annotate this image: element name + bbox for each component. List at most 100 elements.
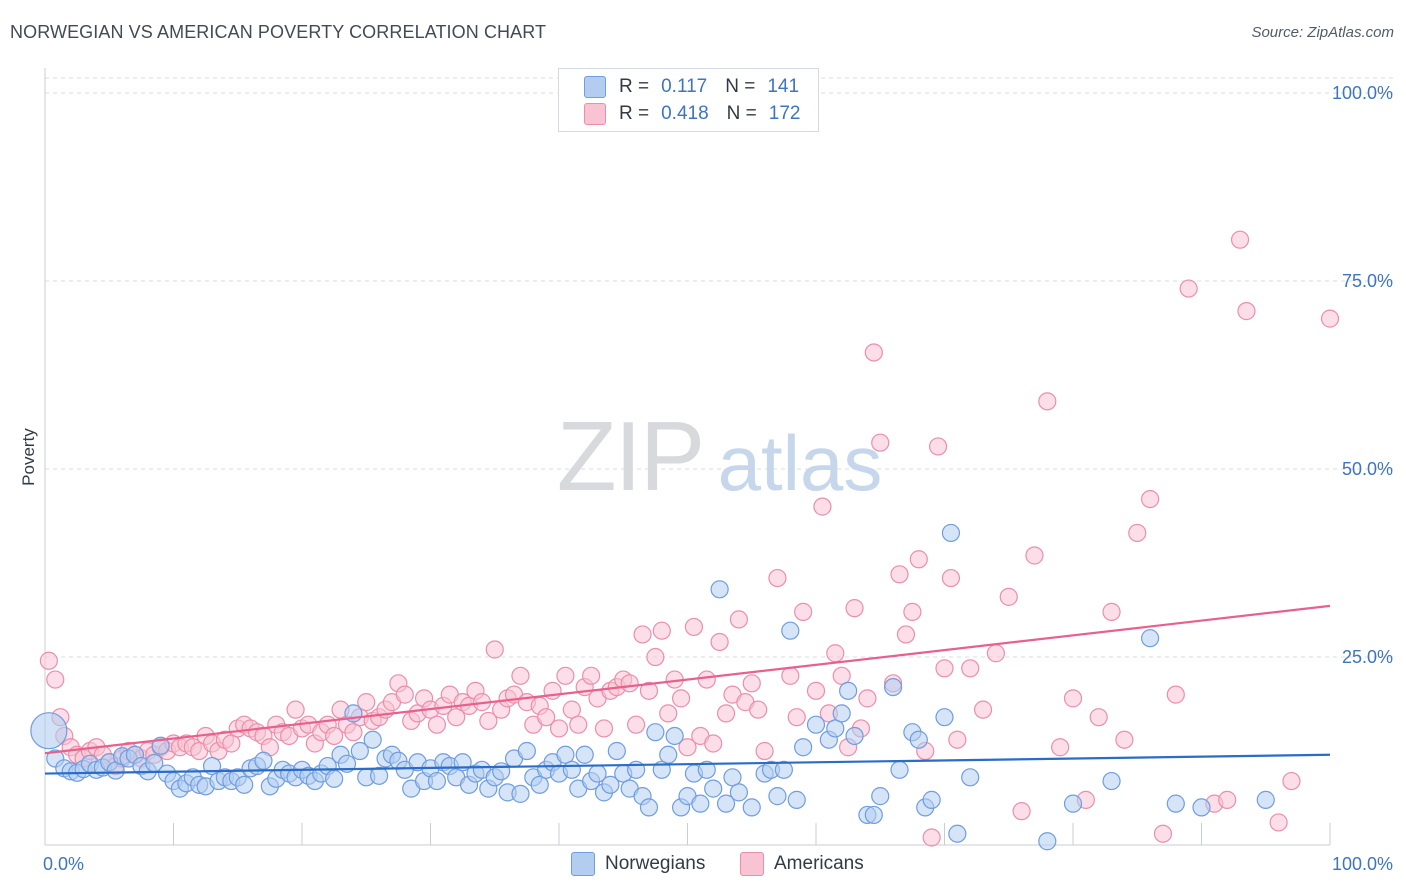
americans-point — [999, 587, 1018, 606]
legend-label-americans: Americans — [774, 853, 864, 874]
americans-point — [1230, 230, 1250, 249]
americans-point — [395, 685, 414, 704]
norwegians-point — [363, 730, 382, 749]
americans-point — [794, 602, 813, 621]
norwegians-point — [845, 726, 864, 746]
americans-point — [39, 651, 58, 670]
norwegians-point — [639, 798, 659, 817]
legend-item-americans[interactable]: Americans — [740, 852, 864, 876]
watermark-atlas: atlas — [718, 419, 883, 507]
norwegians-point — [492, 762, 511, 781]
americans-point — [1012, 802, 1031, 821]
americans-point — [864, 343, 883, 362]
y-tick-label: 100.0% — [1332, 83, 1393, 103]
americans-point — [1115, 730, 1134, 749]
norwegians-point — [235, 775, 254, 794]
americans-point — [716, 704, 736, 723]
americans-point — [1089, 708, 1108, 727]
norwegians-point — [806, 715, 826, 734]
americans-point — [684, 617, 704, 637]
y-axis-title: Poverty — [19, 428, 38, 486]
americans-point — [1166, 685, 1185, 704]
norwegians-swatch — [584, 76, 606, 98]
norwegians-point — [871, 787, 890, 806]
americans-point — [1038, 392, 1057, 411]
americans-point — [678, 738, 697, 757]
americans-point — [922, 828, 941, 847]
x-tick-label: 100.0% — [1332, 854, 1393, 874]
americans-point — [1051, 738, 1070, 757]
americans-point — [1102, 602, 1121, 621]
americans-point — [549, 719, 569, 738]
norwegians-point — [922, 790, 941, 809]
norwegians-point — [30, 712, 68, 750]
norwegians-point — [710, 580, 729, 599]
americans-point — [768, 568, 787, 588]
r-value: 0.117 — [661, 76, 708, 97]
americans-point — [1218, 790, 1237, 809]
norwegians-point — [646, 723, 665, 742]
americans-point — [858, 689, 877, 708]
americans-point — [222, 734, 241, 753]
source-credit: Source: ZipAtlas.com — [1251, 24, 1394, 41]
americans-legend-swatch — [740, 852, 764, 876]
americans-point — [286, 700, 305, 719]
americans-point — [562, 700, 581, 719]
americans-point — [594, 719, 614, 738]
chart-title: NORWEGIAN VS AMERICAN POVERTY CORRELATIO… — [10, 22, 547, 42]
axis-labels: 25.0% 50.0% 75.0% 100.0% 0.0% 100.0% Poverty — [19, 83, 1393, 874]
americans-point — [479, 711, 498, 731]
americans-point — [1179, 279, 1198, 298]
americans-point — [1282, 771, 1301, 791]
norwegians-point — [716, 794, 736, 813]
americans-point — [511, 666, 530, 685]
americans-point — [755, 741, 774, 761]
norwegians-point — [729, 783, 749, 802]
norwegians-point — [883, 677, 903, 697]
norwegians-point — [961, 768, 980, 787]
americans-point — [1153, 824, 1173, 843]
americans-point — [903, 602, 922, 621]
norwegians-point — [1192, 798, 1211, 817]
r-label: R = — [619, 76, 650, 97]
americans-point — [659, 704, 678, 723]
norwegians-point — [890, 760, 909, 779]
x-tick-label: 0.0% — [43, 854, 84, 874]
norwegians-point — [254, 751, 273, 770]
norwegians-point — [704, 779, 723, 798]
americans-point — [485, 640, 504, 659]
norwegians-point — [601, 775, 620, 794]
legend-item-norwegians[interactable]: Norwegians — [571, 852, 705, 876]
norwegians-point — [1256, 790, 1275, 809]
norwegians-point — [935, 708, 954, 727]
stats-legend-row-americans: R = 0.418 N = 172 — [584, 102, 800, 126]
americans-point — [928, 437, 948, 456]
norwegians-point — [864, 805, 883, 825]
norwegians-point — [909, 730, 928, 749]
americans-point — [569, 715, 588, 734]
norwegians-point — [556, 745, 575, 764]
n-label: N = — [726, 103, 757, 124]
norwegians-point — [774, 760, 793, 779]
americans-point — [671, 689, 691, 708]
americans-trend-line — [44, 604, 1331, 755]
norwegians-point — [948, 824, 967, 843]
norwegians-trend-line — [44, 753, 1331, 775]
norwegians-point — [787, 790, 806, 809]
americans-point — [582, 666, 601, 685]
americans-point — [1025, 546, 1044, 565]
norwegians-point — [511, 784, 530, 803]
norwegians-point — [697, 760, 716, 779]
watermark: ZIP atlas — [557, 401, 883, 511]
americans-point — [890, 565, 909, 584]
norwegians-point — [370, 766, 389, 785]
americans-point — [896, 625, 916, 644]
americans-point — [826, 644, 845, 663]
americans-point — [813, 497, 832, 516]
americans-point — [986, 644, 1006, 663]
americans-point — [325, 726, 344, 746]
grid-lines — [45, 77, 1395, 658]
legend-label-norwegians: Norwegians — [605, 853, 706, 874]
norwegians-point — [941, 523, 961, 543]
